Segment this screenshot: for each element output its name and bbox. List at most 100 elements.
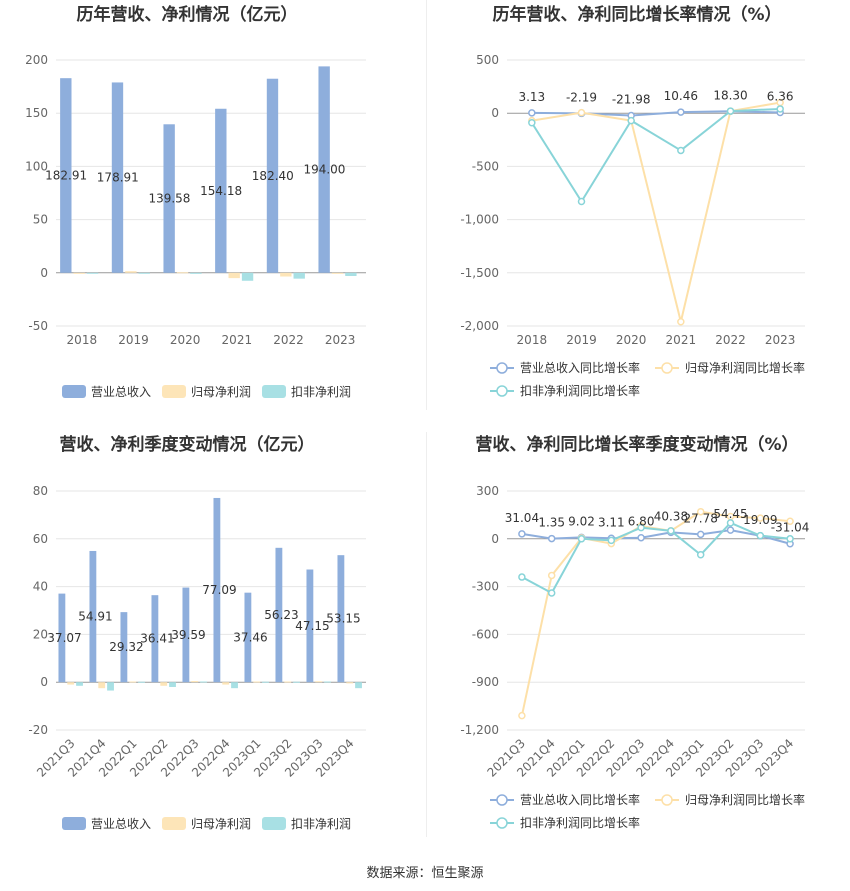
quarter-amount-data-label: 39.59 — [171, 628, 205, 642]
annual-growth-point-扣非净利润同比增长率 — [577, 197, 586, 206]
annual-growth-group: 历年营收、净利同比增长率情况（%） -2,000 -1,500 -1,000 -500 0… — [460, 4, 805, 398]
quarter-growth-legend-marker — [496, 817, 508, 829]
annual-amount-legend-swatch — [162, 385, 186, 398]
quarter-growth-legend-label: 归母净利润同比增长率 — [685, 792, 805, 807]
quarter-amount-data-label: 36.41 — [140, 632, 174, 646]
quarter-amount-bar-扣非净利润 — [169, 682, 176, 687]
annual-amount-bar-归母净利润 — [280, 272, 292, 277]
annual-growth-legend-marker — [496, 362, 508, 374]
annual-growth-line-归母净利润同比增长率 — [531, 101, 781, 322]
annual-growth-xtick-label: 2021 — [666, 333, 697, 347]
annual-growth-xtick-label: 2020 — [616, 333, 647, 347]
quarter-growth-point-扣非净利润同比增长率 — [756, 531, 765, 540]
quarter-growth-data-label: 40.38 — [654, 509, 688, 523]
quarter-growth-point-扣非净利润同比增长率 — [607, 536, 616, 545]
quarter-growth-point-归母净利润同比增长率 — [786, 517, 794, 526]
annual-growth-legend-marker — [661, 362, 673, 374]
quarter-amount-bar-扣非净利润 — [138, 681, 145, 683]
quarter-growth-point-归母净利润同比增长率 — [518, 711, 526, 720]
quarter-amount-bar-扣非净利润 — [76, 682, 83, 686]
annual-growth-ytick-label: -2,000 — [460, 319, 499, 333]
quarter-amount-bar-归母净利润 — [160, 682, 168, 686]
annual-growth-xtick-label: 2023 — [765, 333, 796, 347]
annual-growth-xtick-label: 2018 — [517, 333, 548, 347]
quarter-growth-data-label: 19.09 — [743, 513, 777, 527]
annual-amount-legend-label: 营业总收入 — [91, 385, 151, 399]
quarter-growth-point-归母净利润同比增长率 — [547, 571, 556, 580]
annual-growth-legend-marker — [496, 385, 508, 397]
annual-amount-bar-归母净利润 — [73, 272, 85, 274]
annual-amount-legend-label: 归母净利润 — [191, 385, 251, 399]
annual-growth-chart: 历年营收、净利同比增长率情况（%） -2,000 -1,500 -1,000 -500 0… — [425, 0, 850, 430]
quarter-amount-legend-label: 扣非净利润 — [291, 817, 351, 831]
quarter-amount-ytick-label: 60 — [33, 532, 48, 546]
annual-amount-chart: 历年营收、净利情况（亿元） -50 0 50 100 150 200 2018 2019 2020… — [0, 0, 425, 430]
quarter-amount-bar-扣非净利润 — [293, 681, 300, 683]
annual-amount-bar-扣非净利润 — [138, 272, 150, 274]
quarter-amount-bar-归母净利润 — [98, 682, 106, 689]
annual-growth-ytick-label: 0 — [491, 106, 499, 120]
annual-amount-svg: 历年营收、净利情况（亿元） -50 0 50 100 150 200 2018 2019 2020… — [25, 4, 366, 399]
annual-growth-legend-label: 扣非净利润同比增长率 — [520, 383, 640, 398]
annual-growth-point-营业总收入同比增长率 — [677, 108, 685, 116]
quarter-amount-bar-归母净利润 — [315, 681, 323, 683]
annual-growth-data-label: 6.36 — [767, 90, 794, 104]
quarter-growth-point-扣非净利润同比增长率 — [577, 535, 586, 543]
annual-amount-bar-营业总收入 — [215, 108, 227, 273]
quarter-amount-data-label: 77.09 — [202, 583, 236, 597]
annual-amount-bar-归母净利润 — [176, 272, 189, 274]
annual-amount-xtick-label: 2020 — [170, 333, 201, 347]
annual-growth-ytick-label: -1,000 — [460, 213, 499, 227]
quarter-growth-legend-label: 扣非净利润同比增长率 — [520, 815, 640, 830]
quarter-amount-bar-扣非净利润 — [355, 682, 362, 689]
annual-growth-ytick-label: 500 — [476, 53, 499, 67]
quarter-amount-bar-归母净利润 — [67, 682, 75, 685]
annual-growth-data-label: 3.13 — [518, 90, 545, 104]
annual-growth-legend-label: 归母净利润同比增长率 — [685, 360, 805, 375]
quarter-amount-legend-label: 营业总收入 — [91, 817, 151, 831]
annual-amount-ytick-label: -50 — [28, 319, 48, 333]
annual-growth-legend-label: 营业总收入同比增长率 — [520, 360, 640, 375]
data-source-footer: 数据来源：恒生聚源 — [366, 866, 484, 881]
quarter-amount-data-label: 37.07 — [47, 631, 81, 645]
quarter-growth-point-扣非净利润同比增长率 — [696, 550, 705, 559]
quarter-growth-point-营业总收入同比增长率 — [696, 530, 705, 539]
quarter-growth-line-扣非净利润同比增长率 — [521, 521, 791, 595]
vertical-divider-top — [426, 0, 427, 410]
quarter-growth-ytick-label: 0 — [491, 532, 499, 546]
quarter-growth-ytick-label: -300 — [472, 580, 499, 594]
quarter-amount-data-label: 47.15 — [295, 619, 329, 633]
quarter-growth-legend-label: 营业总收入同比增长率 — [520, 792, 640, 807]
quarter-growth-data-label: 9.02 — [568, 514, 595, 528]
quarter-growth-svg: 营收、净利同比增长率季度变动情况（%） -1,200 -900 -600 -300 0 30… — [460, 434, 810, 830]
annual-amount-bar-营业总收入 — [60, 78, 72, 273]
annual-amount-xtick-label: 2019 — [118, 333, 149, 347]
annual-amount-xtick-label: 2023 — [325, 333, 356, 347]
quarter-amount-bar-营业总收入 — [337, 555, 345, 683]
quarter-growth-point-营业总收入同比增长率 — [637, 533, 645, 542]
quarter-amount-bar-营业总收入 — [58, 593, 66, 683]
annual-growth-point-扣非净利润同比增长率 — [776, 105, 784, 113]
quarter-amount-bar-营业总收入 — [89, 550, 97, 683]
quarter-growth-point-归母净利润同比增长率 — [696, 507, 705, 516]
quarter-growth-data-label: 54.45 — [713, 507, 747, 521]
annual-growth-point-归母净利润同比增长率 — [577, 108, 586, 117]
annual-amount-title: 历年营收、净利情况（亿元） — [77, 4, 298, 25]
quarter-growth-data-label: 27.78 — [684, 511, 718, 525]
annual-growth-point-营业总收入同比增长率 — [528, 109, 536, 117]
quarter-growth-chart: 营收、净利同比增长率季度变动情况（%） -1,200 -900 -600 -300 0 30… — [425, 430, 850, 860]
quarter-amount-chart: 营收、净利季度变动情况（亿元） -20 0 20 40 60 80 2021Q3 2021Q4 2… — [0, 430, 425, 860]
quarter-amount-legend-swatch — [62, 817, 86, 830]
annual-amount-bar-扣非净利润 — [190, 272, 202, 274]
quarter-growth-ytick-label: -600 — [472, 627, 499, 641]
quarter-amount-data-label: 56.23 — [264, 608, 298, 622]
quarter-amount-ytick-label: 0 — [40, 675, 48, 689]
quarter-amount-ytick-label: 20 — [33, 627, 48, 641]
annual-amount-bar-归母净利润 — [228, 272, 240, 279]
annual-growth-data-label: -2.19 — [566, 90, 597, 104]
quarter-growth-data-label: -31.04 — [771, 521, 810, 535]
quarter-amount-bar-营业总收入 — [151, 595, 159, 683]
vertical-divider-bottom — [426, 432, 427, 837]
quarter-growth-point-扣非净利润同比增长率 — [637, 523, 645, 532]
